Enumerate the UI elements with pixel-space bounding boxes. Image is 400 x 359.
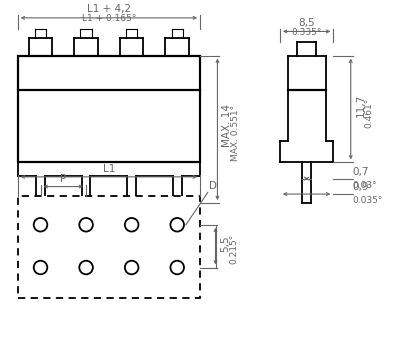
Bar — [18, 196, 200, 298]
Text: L1 + 0.165°: L1 + 0.165° — [82, 14, 136, 23]
Text: 0,7: 0,7 — [353, 167, 369, 177]
Text: MAX. 0.551°: MAX. 0.551° — [231, 105, 240, 161]
Text: L1 + 4,2: L1 + 4,2 — [87, 4, 131, 14]
Text: 0.461°: 0.461° — [364, 98, 373, 128]
Text: 5,5: 5,5 — [220, 235, 230, 252]
Text: 0.335°: 0.335° — [292, 28, 322, 37]
Text: 11,7: 11,7 — [356, 93, 366, 117]
Text: MAX. 14: MAX. 14 — [222, 104, 232, 147]
Text: 0.03°: 0.03° — [353, 181, 377, 190]
Text: 0.035°: 0.035° — [353, 196, 383, 205]
Text: 8,5: 8,5 — [298, 18, 315, 28]
Text: L1: L1 — [103, 164, 115, 174]
Text: 0,9: 0,9 — [353, 182, 369, 192]
Text: D: D — [209, 181, 217, 191]
Text: 0.215°: 0.215° — [229, 234, 238, 264]
Text: P: P — [60, 174, 66, 184]
Bar — [18, 56, 200, 162]
